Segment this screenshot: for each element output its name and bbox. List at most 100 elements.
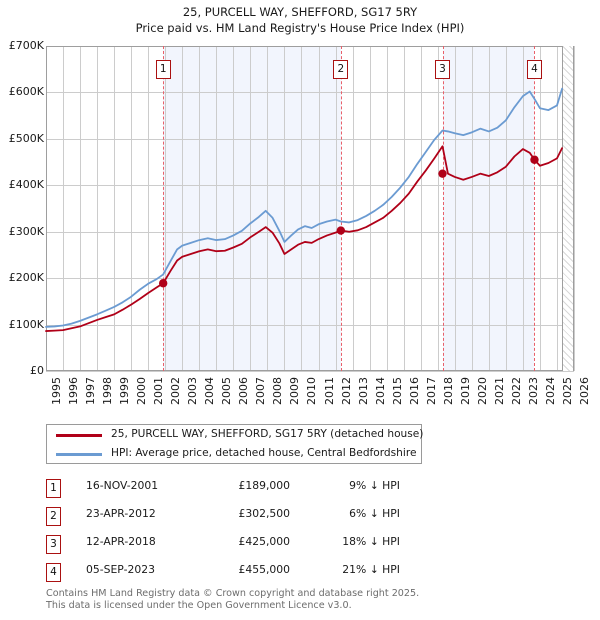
gridline-horizontal — [46, 278, 574, 280]
x-tick-label: 2004 — [203, 377, 217, 405]
series-line — [45, 87, 563, 328]
sale-date-2: 23-APR-2012 — [86, 507, 156, 520]
x-tick-label: 2006 — [237, 377, 251, 405]
y-tick-label: £700K — [8, 39, 44, 52]
sale-point-2 — [336, 226, 346, 235]
gridline-vertical — [131, 46, 133, 371]
gridline-horizontal — [46, 371, 574, 372]
table-row: 2 23-APR-2012 £302,500 6% ↓ HPI — [46, 504, 466, 532]
series-layer — [45, 87, 563, 332]
gridline-vertical — [437, 46, 439, 371]
sale-delta-1: 9% ↓ HPI — [349, 479, 400, 492]
gridline-vertical — [420, 46, 422, 371]
gridline-vertical — [97, 46, 99, 371]
sale-point-3 — [438, 169, 447, 178]
shaded-band-1 — [163, 46, 341, 371]
chart-legend: 25, PURCELL WAY, SHEFFORD, SG17 5RY (det… — [46, 424, 424, 464]
x-tick-label: 2023 — [526, 377, 540, 405]
series-line — [45, 145, 563, 332]
y-tick-label: £0 — [30, 364, 44, 377]
gridline-vertical — [539, 46, 541, 371]
gridline-vertical — [403, 46, 405, 371]
gridline-vertical — [233, 46, 235, 371]
chart-footer: Contains HM Land Registry data © Crown c… — [46, 588, 586, 611]
x-tick-label: 2003 — [186, 377, 200, 405]
gridline-horizontal — [46, 92, 574, 94]
x-tick-label: 2017 — [424, 377, 438, 405]
legend-swatch-hpi — [56, 453, 102, 456]
y-tick-label: £200K — [8, 271, 44, 285]
x-tick-label: 2010 — [305, 377, 319, 405]
x-tick-label: 2022 — [509, 377, 523, 405]
x-tick-label: 1999 — [118, 377, 132, 405]
sale-delta-3: 18% ↓ HPI — [342, 535, 400, 548]
table-row: 1 16-NOV-2001 £189,000 9% ↓ HPI — [46, 476, 466, 504]
x-tick-label: 2021 — [492, 377, 506, 405]
x-tick-label: 2019 — [458, 377, 472, 405]
gridline-vertical — [114, 46, 116, 371]
x-tick-label: 2016 — [407, 377, 421, 405]
sale-index-2: 2 — [46, 507, 61, 526]
x-tick-label: 1995 — [50, 377, 63, 405]
sale-point-4 — [530, 155, 539, 164]
sale-index-3: 3 — [46, 535, 61, 554]
x-tick-label: 2018 — [441, 377, 455, 405]
sale-date-3: 12-APR-2018 — [86, 535, 156, 548]
y-tick-label: £600K — [8, 85, 44, 99]
legend-item-price-paid: 25, PURCELL WAY, SHEFFORD, SG17 5RY (det… — [47, 425, 424, 444]
gridline-vertical — [216, 46, 218, 371]
legend-label-price-paid: 25, PURCELL WAY, SHEFFORD, SG17 5RY (det… — [111, 428, 424, 440]
x-tick-label: 2020 — [475, 377, 489, 405]
sale-index-4: 4 — [46, 563, 61, 582]
x-tick-label: 2002 — [169, 377, 183, 405]
sales-table: 1 16-NOV-2001 £189,000 9% ↓ HPI 2 23-APR… — [46, 476, 466, 588]
sale-price-3: £425,000 — [238, 535, 290, 548]
gridline-vertical — [522, 46, 524, 371]
y-tick-label: £100K — [8, 317, 44, 331]
gridline-horizontal — [46, 185, 574, 187]
marker-flag-4: 4 — [526, 60, 542, 79]
x-tick-label: 2025 — [560, 377, 574, 405]
gridline-vertical — [199, 46, 201, 371]
table-row: 3 12-APR-2018 £425,000 18% ↓ HPI — [46, 532, 466, 560]
x-tick-label: 2000 — [135, 377, 149, 405]
sale-point-1 — [158, 279, 168, 288]
gridline-vertical — [335, 46, 337, 371]
marker-flag-2: 2 — [333, 60, 349, 79]
footer-copyright: Contains HM Land Registry data © Crown c… — [46, 588, 420, 599]
marker-line-4 — [534, 46, 536, 371]
x-tick-label: 2014 — [373, 377, 387, 405]
x-tick-label: 1997 — [84, 377, 98, 405]
gridline-vertical — [165, 46, 167, 371]
y-tick-label: £300K — [8, 224, 44, 238]
page-title: 25, PURCELL WAY, SHEFFORD, SG17 5RY — [182, 5, 418, 19]
x-tick-label: 2026 — [578, 377, 591, 405]
marker-line-1 — [163, 46, 165, 371]
gridline-horizontal — [46, 324, 574, 326]
gridline-vertical — [454, 46, 456, 371]
marker-line-3 — [442, 46, 444, 371]
gridline-vertical — [301, 46, 303, 371]
gridline-vertical — [63, 46, 65, 371]
plot-area — [45, 46, 594, 372]
x-tick-label: 2007 — [254, 377, 268, 405]
footer-licence: This data is licensed under the Open Gov… — [46, 599, 352, 611]
gridline-vertical — [267, 46, 269, 371]
x-tick-label: 2012 — [339, 377, 353, 405]
legend-label-hpi: HPI: Average price, detached house, Cent… — [111, 447, 417, 459]
gridline-horizontal — [46, 231, 574, 233]
table-row: 4 05-SEP-2023 £455,000 21% ↓ HPI — [46, 560, 466, 588]
chart-title-block: 25, PURCELL WAY, SHEFFORD, SG17 5RY Pric… — [0, 4, 600, 36]
sale-price-1: £189,000 — [238, 479, 290, 492]
x-tick-label: 2009 — [288, 377, 302, 405]
x-tick-label: 2001 — [152, 377, 166, 405]
gridline-vertical — [148, 46, 150, 371]
x-tick-label: 2008 — [271, 377, 285, 405]
projection-hatched-region — [562, 46, 574, 371]
y-tick-label: £400K — [8, 178, 44, 192]
gridline-vertical — [574, 46, 575, 371]
gridline-vertical — [352, 46, 354, 371]
marker-line-2 — [340, 46, 342, 371]
sale-delta-2: 6% ↓ HPI — [349, 507, 400, 520]
